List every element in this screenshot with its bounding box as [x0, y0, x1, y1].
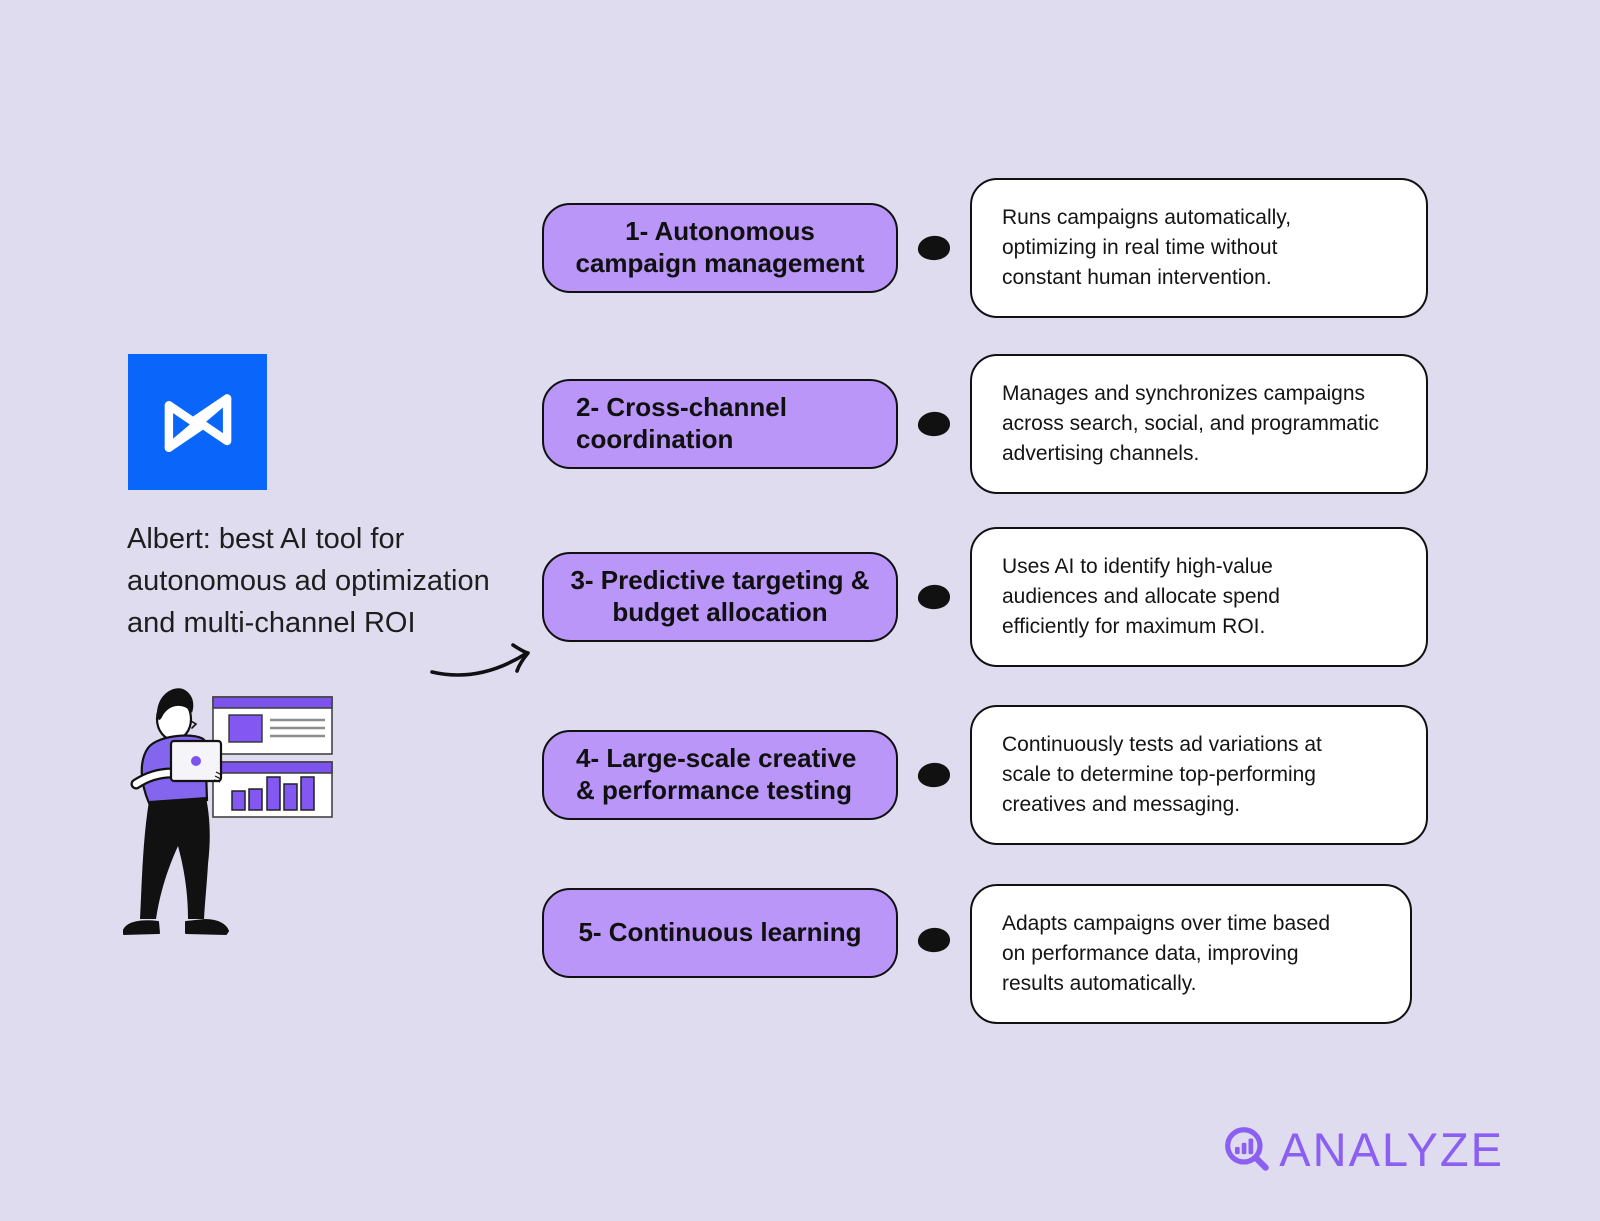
- step-row-2: 2- Cross-channel coordination Manages an…: [542, 353, 1428, 495]
- arrow-icon: [430, 643, 530, 677]
- magnifier-bar-chart-icon: [1225, 1126, 1270, 1171]
- step-pill-4: 4- Large-scale creative & performance te…: [542, 729, 898, 820]
- step-card-5: Adapts campaigns over time based on perf…: [970, 884, 1412, 1025]
- step-description-1: Runs campaigns automatically, optimizing…: [1002, 205, 1292, 290]
- step-card-4: Continuously tests ad variations at scal…: [970, 704, 1428, 846]
- albert-logo: [128, 354, 267, 490]
- albert-bowtie-icon: [164, 394, 231, 452]
- connector-blob-icon: [917, 762, 950, 788]
- step-description-3: Uses AI to identify high-value audiences…: [1002, 554, 1280, 639]
- step-description-5: Adapts campaigns over time based on perf…: [1002, 912, 1331, 996]
- laptop-icon: [169, 739, 223, 783]
- step-row-1: 1- Autonomous campaign management Runs c…: [542, 177, 1428, 319]
- step-card-1: Runs campaigns automatically, optimizing…: [970, 177, 1428, 319]
- analyze-logo: ANALYZE: [1222, 1122, 1504, 1177]
- step-pill-3: 3- Predictive targeting & budget allocat…: [542, 551, 898, 642]
- step-description-4: Continuously tests ad variations at scal…: [1002, 732, 1322, 817]
- step-title-1: 1- Autonomous campaign management: [575, 216, 865, 278]
- connector-blob-icon: [917, 235, 950, 261]
- connector-blob-icon: [917, 584, 950, 610]
- step-card-2: Manages and synchronizes campaigns acros…: [970, 353, 1428, 495]
- dashboard-bar-chart-panel: [212, 761, 333, 818]
- connector-blob-icon: [917, 927, 950, 953]
- analyze-wordmark: ANALYZE: [1279, 1123, 1504, 1176]
- step-pill-2: 2- Cross-channel coordination: [542, 378, 898, 469]
- connector-blob-icon: [917, 411, 950, 437]
- step-title-3: 3- Predictive targeting & budget allocat…: [570, 565, 870, 627]
- step-row-5: 5- Continuous learning Adapts campaigns …: [542, 884, 1428, 1025]
- step-pill-5: 5- Continuous learning: [542, 888, 898, 978]
- person-figure: [123, 688, 229, 935]
- step-card-3: Uses AI to identify high-value audiences…: [970, 526, 1428, 668]
- step-title-4: 4- Large-scale creative & performance te…: [576, 743, 857, 805]
- step-row-4: 4- Large-scale creative & performance te…: [542, 704, 1428, 846]
- step-title-5: 5- Continuous learning: [578, 917, 862, 948]
- dashboard-top-panel: [212, 696, 333, 755]
- person-presenting-illustration: [123, 688, 333, 935]
- tagline-text: Albert: best AI tool for autonomous ad o…: [127, 523, 490, 640]
- step-row-3: 3- Predictive targeting & budget allocat…: [542, 526, 1428, 668]
- step-pill-1: 1- Autonomous campaign management: [542, 202, 898, 293]
- step-description-2: Manages and synchronizes campaigns acros…: [1002, 381, 1379, 466]
- step-title-2: 2- Cross-channel coordination: [576, 392, 787, 454]
